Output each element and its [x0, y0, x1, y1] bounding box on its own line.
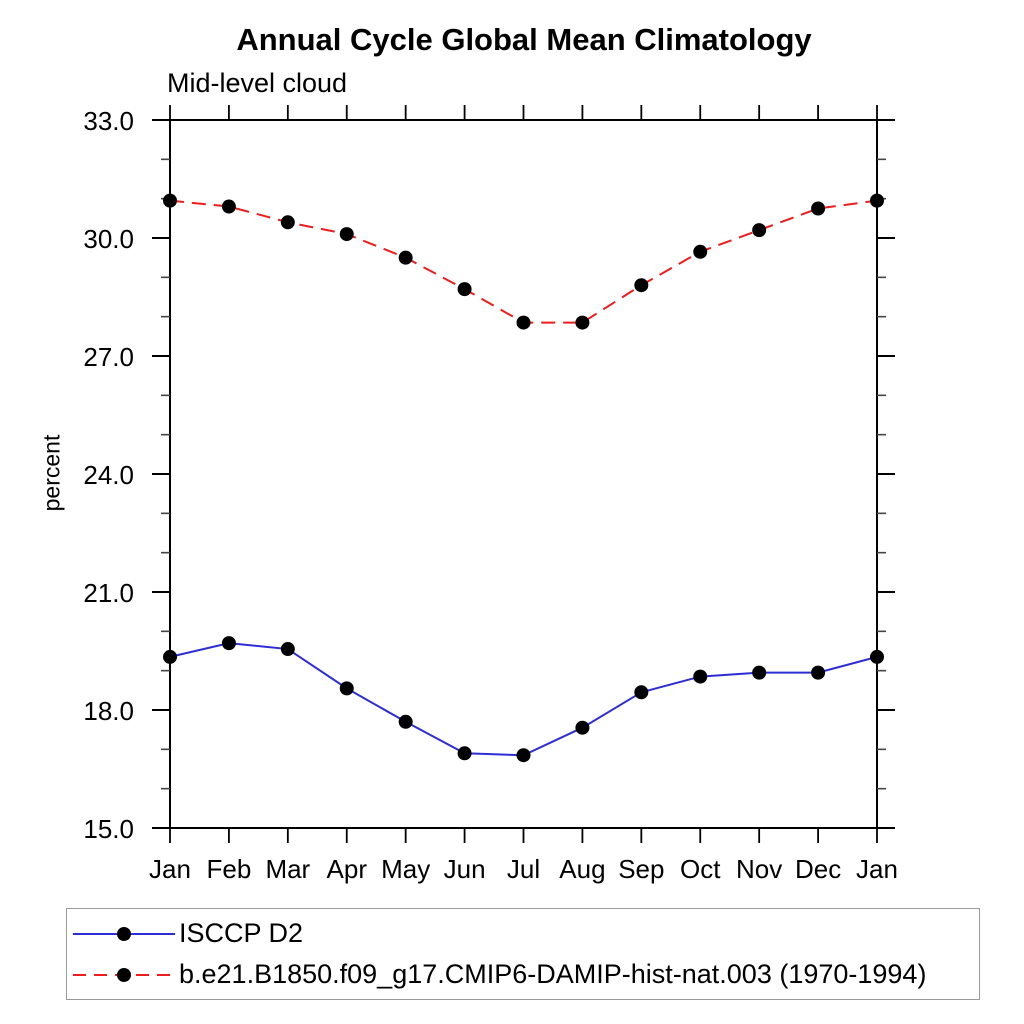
data-point: [575, 315, 590, 330]
y-tick-label: 24.0: [83, 460, 134, 490]
data-point: [870, 193, 884, 208]
data-point: [163, 649, 177, 664]
legend-marker-dot: [117, 967, 131, 982]
legend-label-model: b.e21.B1850.f09_g17.CMIP6-DAMIP-hist-nat…: [179, 959, 927, 989]
legend-item-model: b.e21.B1850.f09_g17.CMIP6-DAMIP-hist-nat…: [71, 954, 979, 995]
x-tick-label: Oct: [680, 854, 721, 884]
data-point: [339, 227, 354, 242]
data-point: [398, 714, 413, 729]
y-tick-label: 21.0: [83, 578, 134, 608]
data-point: [516, 315, 531, 330]
data-point: [280, 642, 295, 657]
x-tick-label: Dec: [795, 854, 841, 884]
data-point: [634, 685, 649, 700]
series-line-0: [169, 642, 878, 757]
x-tick-label: Mar: [265, 854, 310, 884]
x-tick-label: Aug: [559, 854, 605, 884]
data-point: [870, 649, 884, 664]
x-tick-label: May: [381, 854, 430, 884]
chart-subtitle: Mid-level cloud: [167, 68, 348, 98]
x-tick-label: Sep: [618, 854, 664, 884]
y-tick-label: 18.0: [83, 696, 134, 726]
chart-title: Annual Cycle Global Mean Climatology: [236, 22, 812, 57]
x-tick-label: Jun: [444, 854, 486, 884]
data-point: [457, 746, 472, 761]
x-tick-label: Apr: [327, 854, 368, 884]
y-tick-label: 33.0: [83, 106, 134, 136]
legend-label-isccp: ISCCP D2: [179, 918, 304, 948]
y-tick-label: 27.0: [83, 342, 134, 372]
data-point: [811, 201, 826, 216]
legend-item-isccp: ISCCP D2: [71, 913, 979, 954]
x-tick-label: Jan: [149, 854, 191, 884]
y-tick-label: 30.0: [83, 224, 134, 254]
data-point: [811, 665, 826, 680]
legend-swatch-dashed-line: [73, 967, 175, 982]
data-point: [339, 681, 354, 696]
legend: ISCCP D2 b.e21.B1850.f09_g17.CMIP6-DAMIP…: [66, 908, 980, 1000]
x-tick-label: Feb: [207, 854, 252, 884]
y-tick-label: 15.0: [83, 814, 134, 844]
legend-swatch-solid-line: [73, 926, 175, 941]
data-point: [693, 244, 708, 259]
series-line-1: [169, 199, 878, 324]
x-tick-label: Jan: [856, 854, 898, 884]
legend-marker-dot: [117, 926, 131, 941]
data-point: [398, 250, 413, 265]
data-point: [752, 223, 767, 238]
x-tick-label: Jul: [507, 854, 540, 884]
data-point: [634, 278, 649, 293]
data-point: [575, 720, 590, 735]
data-point: [280, 215, 295, 230]
data-point: [221, 636, 236, 651]
data-point: [163, 193, 177, 208]
data-point: [752, 665, 767, 680]
data-point: [221, 199, 236, 214]
data-point: [693, 669, 708, 684]
data-point: [457, 282, 472, 297]
data-point: [516, 748, 531, 763]
x-tick-label: Nov: [736, 854, 782, 884]
